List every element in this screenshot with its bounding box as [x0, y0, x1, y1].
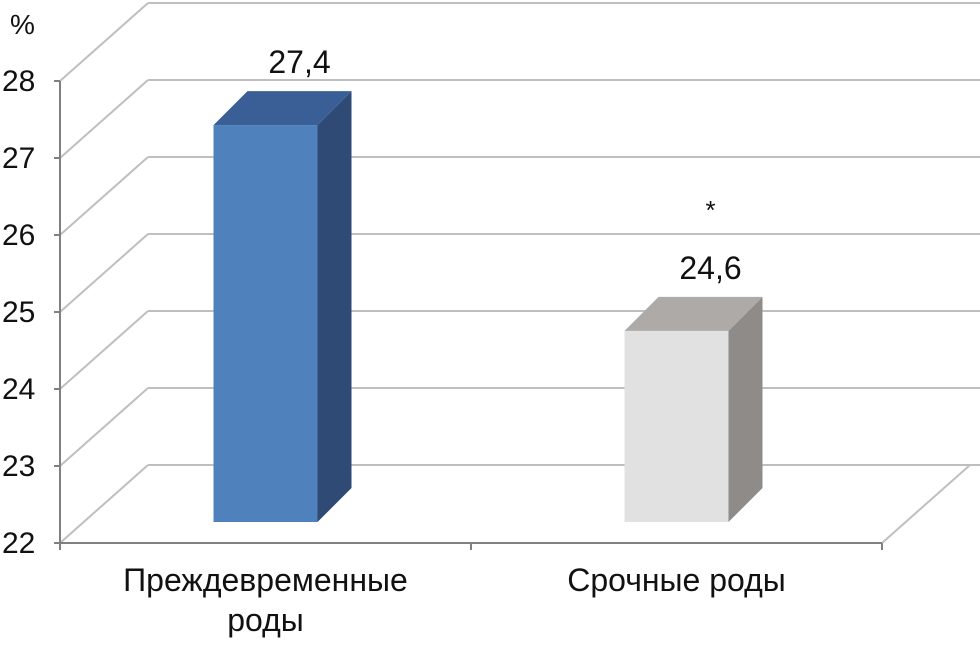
gridline-side	[59, 464, 149, 544]
bar-front	[213, 125, 318, 522]
gridline-side	[59, 233, 149, 313]
y-tick-label: 22	[2, 527, 35, 560]
bar-side	[728, 296, 763, 522]
x-category-label: роды	[227, 602, 304, 638]
floor-edge	[881, 464, 971, 544]
data-label: 27,4	[268, 44, 330, 80]
y-tick-label: 23	[2, 450, 35, 483]
bar-top	[624, 296, 763, 331]
gridline-side	[59, 387, 149, 467]
x-category-label: Преждевременные	[123, 562, 408, 598]
gridline-side	[59, 2, 149, 82]
bar-top	[213, 91, 352, 126]
y-tick-label: 24	[2, 373, 35, 406]
data-label: 24,6	[679, 250, 741, 286]
bar-front	[624, 330, 729, 522]
y-tick-label: 26	[2, 219, 35, 252]
bar-side	[317, 91, 352, 522]
bars	[213, 91, 763, 522]
significance-marker: *	[705, 195, 715, 225]
y-tick-label: 25	[2, 296, 35, 329]
y-tick-label: 27	[2, 142, 35, 175]
gridlines	[59, 2, 980, 544]
axes: 22 23 24 25 26 27 28	[2, 65, 883, 560]
x-category-label: Срочные роды	[567, 562, 786, 598]
labels: 27,4 Преждевременные роды 24,6 * Срочные роды	[123, 44, 786, 638]
gridline-side	[59, 156, 149, 236]
gridline-side	[59, 79, 149, 159]
y-tick-label: 28	[2, 65, 35, 98]
y-axis-unit-label: %	[10, 9, 35, 40]
gridline-side	[59, 310, 149, 390]
